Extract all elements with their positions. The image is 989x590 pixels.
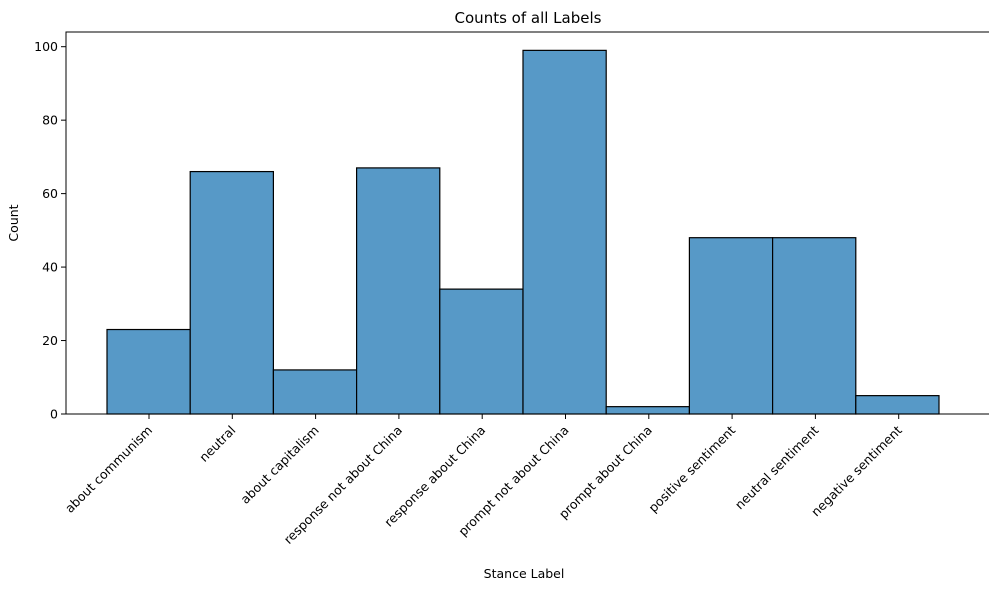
bar-6 <box>605 406 691 415</box>
chart-title: Counts of all Labels <box>455 9 602 27</box>
x-tick-label-0: about communism <box>62 423 155 516</box>
x-tick-label-2: about capitalism <box>237 423 321 507</box>
bar-5 <box>522 49 607 415</box>
bar-2 <box>272 369 358 415</box>
x-axis-title: Stance Label <box>484 566 565 581</box>
y-tick-label-0: 0 <box>50 407 58 422</box>
bar-8 <box>771 237 857 415</box>
bar-4 <box>439 288 524 415</box>
bar-0 <box>106 328 191 415</box>
x-tick-label-9: negative sentiment <box>808 422 905 519</box>
bar-9 <box>855 395 940 415</box>
plot-frame <box>65 31 989 415</box>
bar-3 <box>356 167 441 415</box>
x-axis: about communism neutral about capitalismre… <box>62 414 905 547</box>
y-tick-label-4: 80 <box>42 113 58 128</box>
y-axis-title: Count <box>6 204 21 241</box>
y-axis: 0 20 40 60 80 100 <box>34 39 66 422</box>
x-tick-label-8: neutral sentiment <box>732 422 822 512</box>
x-tick-label-7: positive sentiment <box>645 422 738 515</box>
y-tick-label-5: 100 <box>34 39 58 54</box>
y-tick-label-1: 20 <box>42 333 58 348</box>
bar-1 <box>189 170 274 415</box>
bar-7 <box>688 237 774 415</box>
y-tick-label-2: 40 <box>42 260 58 275</box>
x-tick-label-6: prompt about China <box>556 423 655 522</box>
bars-group <box>106 49 940 415</box>
y-tick-label-3: 60 <box>42 186 58 201</box>
x-tick-label-1: neutral <box>196 423 238 465</box>
